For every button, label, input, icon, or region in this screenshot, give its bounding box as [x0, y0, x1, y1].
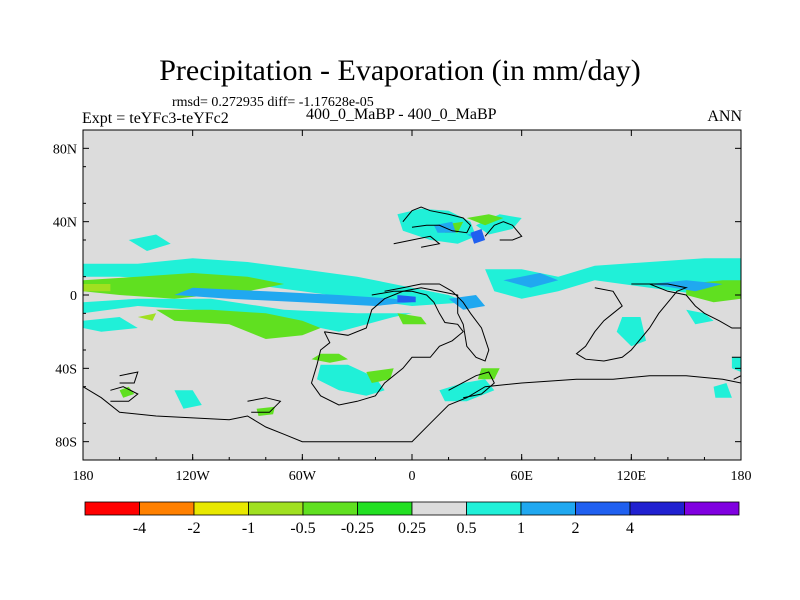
colorbar-label: 0.25 [398, 520, 426, 537]
contour-region [470, 229, 486, 244]
colorbar-swatch [629, 501, 685, 516]
y-tick-label: 40N [53, 216, 77, 231]
colorbar-swatch [139, 501, 195, 516]
contour-region [311, 353, 348, 363]
contour-region [397, 295, 416, 303]
colorbar-label: -4 [133, 520, 146, 537]
contour-region [174, 287, 412, 306]
y-tick-label: 0 [70, 289, 77, 304]
chart-title: Precipitation - Evaporation (in mm/day) [159, 54, 641, 87]
contour-region [83, 258, 467, 306]
coastline [393, 235, 441, 248]
coastline [448, 371, 495, 399]
y-tick-label: 40S [55, 362, 77, 377]
coastlines [83, 206, 741, 443]
contour-region [317, 364, 385, 396]
contour-region [686, 309, 714, 325]
y-tick-label: 80S [55, 436, 77, 451]
y-tick-label: 80N [53, 142, 77, 157]
x-tick-label: 60E [510, 469, 533, 484]
colorbar-label: -0.25 [341, 520, 374, 537]
contour-region [477, 368, 500, 380]
case-label: 400_0_MaBP - 400_0_MaBP [306, 106, 497, 123]
contour-region [649, 280, 723, 292]
contour-region [476, 214, 522, 235]
contour-region [366, 368, 394, 383]
colorbar-label: -1 [242, 520, 255, 537]
contour-region [713, 383, 732, 398]
season-label: ANN [707, 108, 742, 125]
coastline [247, 397, 282, 413]
colorbar-label: -2 [187, 520, 200, 537]
contour-region [616, 317, 646, 347]
colorbar-label: 1 [517, 520, 525, 537]
x-tick-label: 180 [731, 469, 752, 484]
colorbar: -4 -2 -1 -0.5 -0.25 0.25 0.5 1 2 4 [84, 501, 740, 537]
x-tick-label: 0 [409, 469, 416, 484]
contour-region [174, 390, 202, 409]
colorbar-swatch [84, 501, 140, 516]
coastline [371, 283, 490, 362]
x-tick-label: 120E [617, 469, 647, 484]
coastline [402, 206, 472, 234]
x-tick-label: 120W [176, 469, 211, 484]
x-tick-label: 60W [289, 469, 317, 484]
colorbar-swatch [466, 501, 522, 516]
coastline [310, 290, 464, 406]
colorbar-swatch [302, 501, 358, 516]
contour-region [128, 234, 171, 251]
contour-region [156, 309, 321, 339]
coastline [83, 375, 741, 443]
colorbar-swatch [411, 501, 467, 516]
contour-region [439, 379, 495, 402]
axis-ticks: 180 120W 60W 0 60E 120E 180 80N 40N 0 40S 80S [53, 129, 752, 484]
coastline [731, 356, 741, 380]
stats-line: rmsd= 0.272935 diff= -1.17628e-05 [172, 95, 374, 110]
contour-region [397, 313, 427, 325]
contour-region [83, 317, 138, 332]
contour-region [256, 406, 275, 416]
colorbar-swatch [520, 501, 576, 516]
contour-region [137, 313, 157, 321]
colorbar-swatch [248, 501, 304, 516]
colorbar-swatch [357, 501, 413, 516]
colorbar-swatch [684, 501, 740, 516]
contour-region [83, 284, 111, 292]
colorbar-label: -0.5 [290, 520, 315, 537]
colorbar-swatch [193, 501, 249, 516]
contour-region [119, 386, 135, 398]
contour-region [503, 273, 559, 288]
coastline [119, 371, 139, 384]
x-tick-label: 180 [73, 469, 94, 484]
colorbar-label: 0.5 [457, 520, 477, 537]
coastline [110, 386, 139, 402]
coastline [649, 283, 741, 329]
contour-fills [83, 208, 741, 416]
colorbar-label: 4 [626, 520, 634, 537]
colorbar-label: 2 [572, 520, 580, 537]
contour-region [485, 258, 741, 299]
coastline [484, 221, 523, 241]
experiment-label: Expt = teYFc3-teYFc2 [82, 110, 229, 127]
contour-region [466, 214, 504, 226]
colorbar-swatch [575, 501, 631, 516]
contour-region [83, 298, 412, 332]
